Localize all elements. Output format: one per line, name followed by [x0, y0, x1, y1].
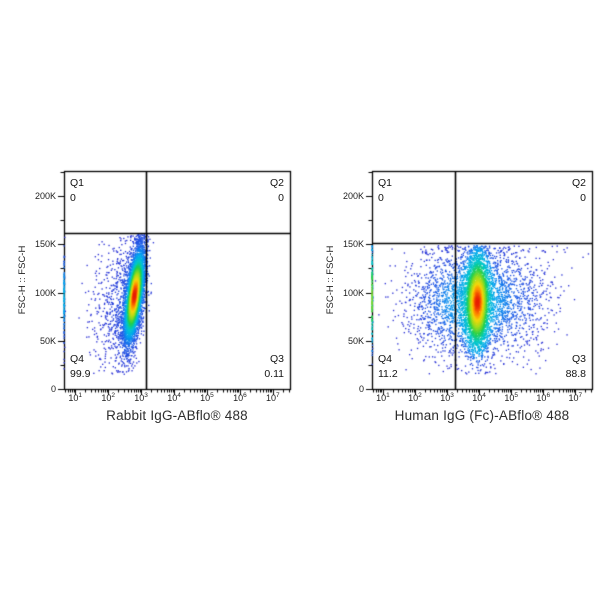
flow-panel-rabbit-igg: Q1 0 Q2 0 Q4 99.9 Q3 0.11 Rabbit IgG-ABf… — [17, 171, 290, 423]
quadrant-q2-stats: Q2 0 — [270, 176, 284, 205]
x-tick-label: 107 — [266, 392, 280, 403]
y-tick-label: 100K — [34, 287, 56, 298]
quadrant-value: 0 — [70, 191, 76, 204]
quadrant-label: Q4 — [378, 353, 393, 365]
y-axis-title: FSC-H :: FSC-H — [325, 245, 336, 315]
y-tick-label: 150K — [342, 239, 364, 250]
x-tick-label: 101 — [68, 392, 83, 403]
x-tick-label: 104 — [472, 392, 486, 403]
quadrant-q3-stats: Q3 0.11 — [264, 352, 284, 381]
x-tick-label: 103 — [134, 392, 148, 403]
quadrant-label: Q3 — [571, 353, 586, 365]
quadrant-q4-stats: Q4 99.9 — [70, 352, 90, 381]
x-tick-label: 107 — [568, 392, 583, 403]
quadrant-value: 88.8 — [565, 367, 586, 380]
x-tick-label: 101 — [376, 392, 390, 403]
quadrant-value: 0 — [278, 191, 284, 204]
quadrant-label: Q2 — [269, 177, 284, 189]
x-axis-title: Rabbit IgG-ABflo® 488 — [106, 408, 248, 423]
quadrant-q2-stats: Q2 0 — [572, 176, 586, 205]
quadrant-label: Q1 — [70, 177, 85, 189]
quadrant-q1-stats: Q1 0 — [70, 176, 84, 205]
y-tick-label: 150K — [34, 239, 56, 250]
y-tick-label: 200K — [34, 191, 56, 202]
quadrant-value: 99.9 — [70, 367, 91, 380]
x-tick-label: 106 — [233, 392, 247, 403]
x-axis-title: Human IgG (Fc)-ABflo® 488 — [394, 408, 570, 423]
quadrant-label: Q2 — [571, 177, 586, 189]
quadrant-value: 0 — [378, 191, 384, 204]
x-tick-label: 103 — [440, 392, 454, 403]
y-tick-label: 0 — [358, 384, 364, 394]
x-tick-label: 104 — [167, 392, 181, 403]
x-tick-label: 106 — [536, 392, 551, 403]
quadrant-value: 0 — [580, 191, 586, 204]
y-tick-label: 100K — [342, 287, 364, 298]
x-tick-label: 105 — [200, 392, 214, 403]
y-tick-label: 200K — [342, 191, 364, 202]
quadrant-q3-stats: Q3 88.8 — [566, 352, 586, 381]
x-tick-label: 105 — [504, 392, 518, 403]
quadrant-value: 0.11 — [264, 367, 284, 380]
quadrant-value: 11.2 — [378, 367, 398, 380]
quadrant-label: Q4 — [70, 353, 85, 365]
quadrant-label: Q1 — [378, 177, 393, 189]
x-tick-label: 102 — [101, 392, 115, 403]
quadrant-q1-stats: Q1 0 — [378, 176, 392, 205]
y-axis-title: FSC-H :: FSC-H — [17, 245, 28, 315]
quadrant-q4-stats: Q4 11.2 — [378, 352, 398, 381]
flow-panel-human-igg: Q1 0 Q2 0 Q4 11.2 Q3 88.8 Human IgG (Fc)… — [325, 171, 592, 423]
x-tick-label: 102 — [408, 392, 422, 403]
quadrant-label: Q3 — [269, 353, 284, 365]
y-tick-label: 50K — [347, 335, 364, 346]
y-tick-label: 50K — [39, 335, 56, 346]
y-tick-label: 0 — [50, 384, 56, 394]
